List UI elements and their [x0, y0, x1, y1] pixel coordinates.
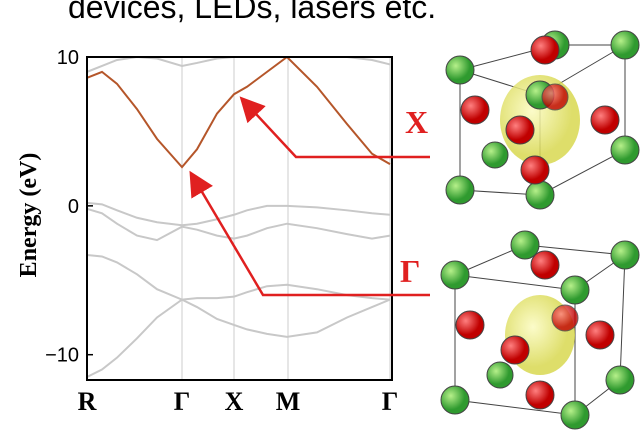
top-text: devices, LEDs, lasers etc. [68, 0, 436, 25]
x-tick-label: R [78, 387, 97, 416]
band-line [87, 57, 391, 73]
band-line [87, 201, 391, 227]
y-tick-label: 0 [68, 196, 79, 218]
x-tick-label: X [225, 387, 244, 416]
y-tick-label: −10 [45, 345, 79, 367]
band-line [87, 298, 391, 378]
bands [87, 57, 391, 378]
x-tick-label: M [276, 387, 301, 416]
annotation: X [405, 104, 428, 140]
y-tick-label: 10 [57, 47, 79, 69]
crystal-x [445, 30, 640, 210]
plot: R Γ X M Γ −10 0 10 [45, 47, 398, 416]
band-line [87, 253, 391, 301]
arrow [239, 96, 430, 159]
annotation: Γ [400, 253, 420, 289]
band-line [87, 207, 391, 242]
crystal-gamma [440, 230, 640, 430]
x-tick-label: Γ [174, 387, 191, 416]
x-tick-label: Γ [382, 387, 399, 416]
arrow [189, 170, 430, 297]
y-axis-label: Energy (eV) [16, 153, 42, 278]
plot-frame [86, 56, 393, 381]
band-line [87, 57, 391, 169]
